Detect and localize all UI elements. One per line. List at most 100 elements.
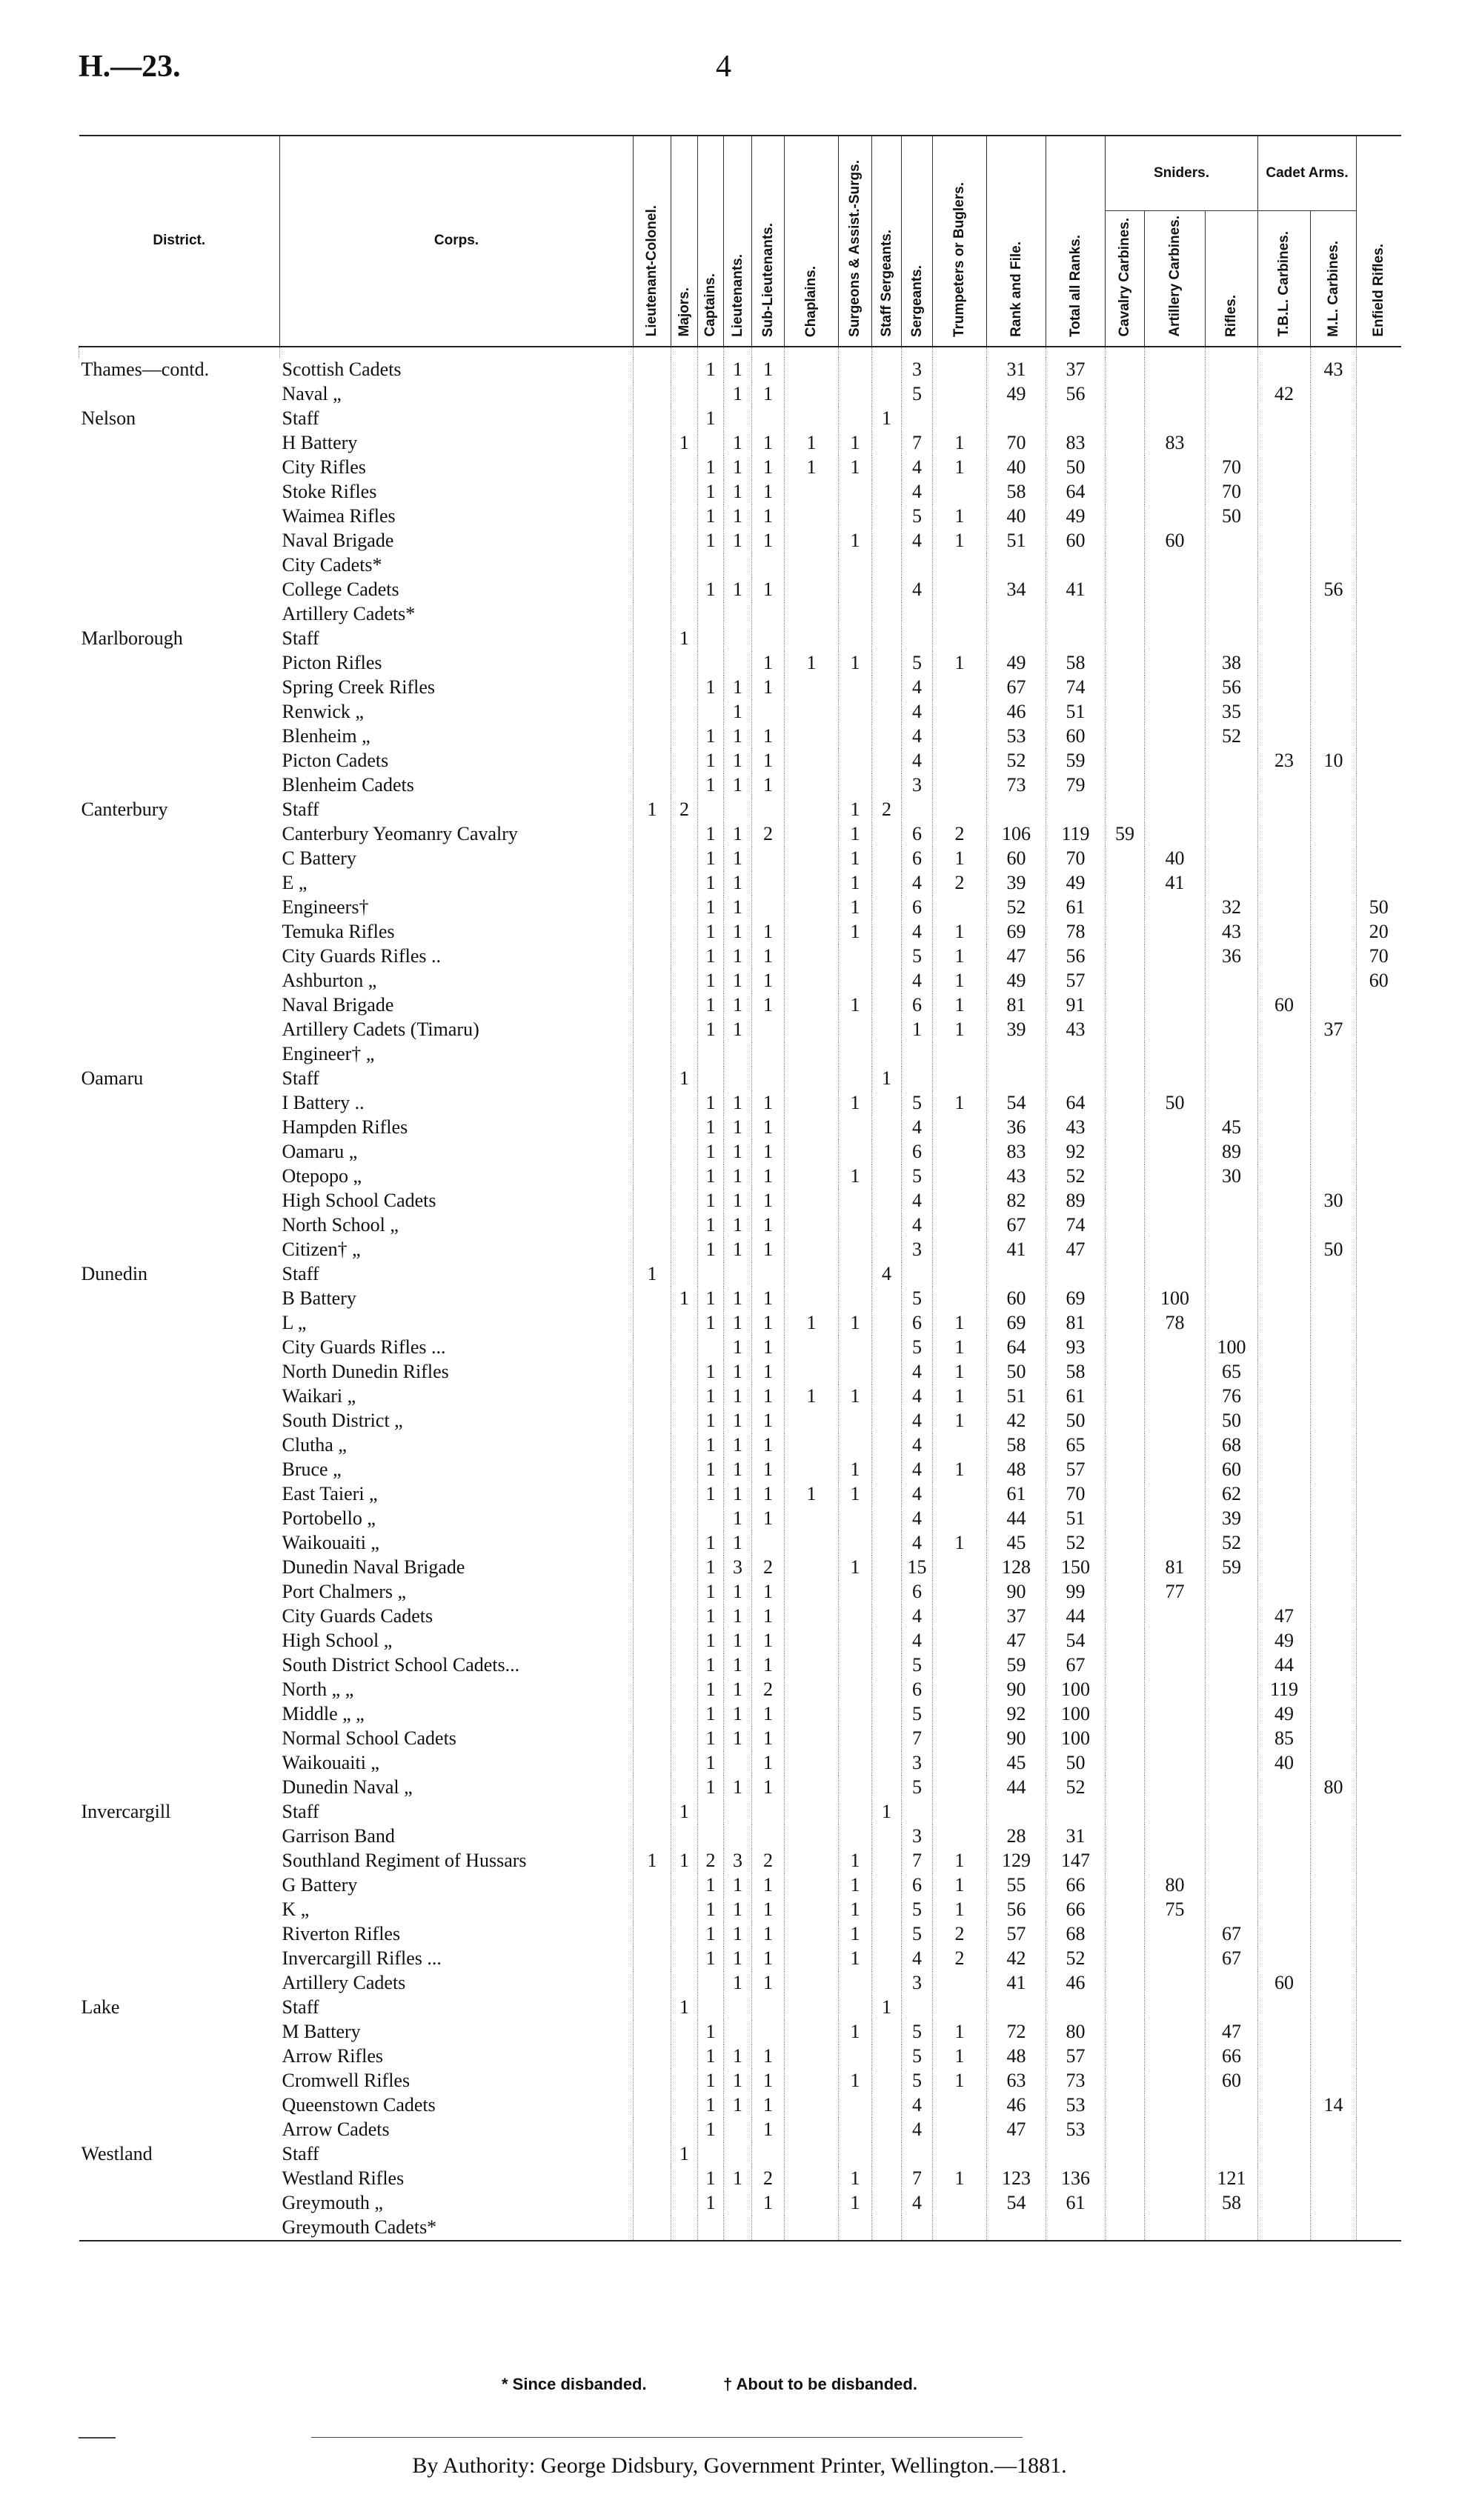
cell xyxy=(1257,968,1311,993)
spacer-cell xyxy=(1310,346,1357,358)
cell xyxy=(1257,1335,1311,1360)
district xyxy=(79,529,280,553)
cell: 1 xyxy=(838,993,872,1018)
cell xyxy=(1356,626,1401,651)
cell xyxy=(784,1188,839,1213)
cell xyxy=(1144,993,1206,1018)
cell xyxy=(1144,1139,1206,1164)
cell: 1 xyxy=(838,895,872,920)
cell xyxy=(1205,601,1258,627)
cell xyxy=(633,553,671,578)
cell: 49 xyxy=(986,968,1046,993)
cell: 50 xyxy=(1046,1408,1106,1433)
district xyxy=(79,1971,280,1996)
corps: Clutha „ xyxy=(282,1434,347,1456)
cell xyxy=(1356,1824,1401,1849)
cell: 1 xyxy=(751,1653,785,1678)
cell xyxy=(1105,797,1145,822)
cell xyxy=(1356,1506,1401,1531)
cell xyxy=(838,1213,872,1238)
cell xyxy=(838,1824,872,1849)
cell: 1 xyxy=(697,1677,724,1702)
district xyxy=(79,1458,280,1482)
cell: 2 xyxy=(751,1677,785,1702)
cell xyxy=(697,797,724,822)
cell xyxy=(671,1530,698,1556)
cell xyxy=(633,1530,671,1556)
cell xyxy=(838,1261,872,1287)
cell xyxy=(871,1017,902,1042)
cell xyxy=(1105,2190,1145,2216)
cell xyxy=(671,1555,698,1580)
cell: 1 xyxy=(697,1090,724,1116)
district xyxy=(79,602,280,627)
cell xyxy=(671,1090,698,1116)
cell xyxy=(1105,626,1145,651)
cell xyxy=(932,2093,987,2118)
cell xyxy=(633,1628,671,1653)
cell xyxy=(1144,1799,1206,1824)
cell xyxy=(871,1090,902,1116)
cell xyxy=(1144,1041,1206,1067)
cell: 136 xyxy=(1046,2166,1106,2191)
cell xyxy=(1144,1775,1206,1800)
cell xyxy=(1257,1359,1311,1384)
cell xyxy=(871,1506,902,1531)
cell xyxy=(784,357,839,382)
cell xyxy=(1257,2117,1311,2142)
cell xyxy=(784,1066,839,1091)
cell xyxy=(901,1799,933,1824)
cell: 58 xyxy=(1046,650,1106,676)
cell xyxy=(633,1188,671,1213)
cell: 56 xyxy=(1046,944,1106,969)
cell xyxy=(784,406,839,431)
cell: 1 xyxy=(723,1359,752,1384)
cell xyxy=(671,1604,698,1629)
cell xyxy=(671,870,698,896)
cell xyxy=(1257,1017,1311,1042)
cell: 50 xyxy=(986,1359,1046,1384)
cell xyxy=(1144,2093,1206,2118)
cell xyxy=(1105,1188,1145,1213)
cell: 50 xyxy=(1356,895,1401,920)
cell: 1 xyxy=(751,1090,785,1116)
cell xyxy=(1205,1213,1258,1238)
cell xyxy=(784,528,839,553)
district xyxy=(79,1947,280,1971)
cell xyxy=(1257,1188,1311,1213)
cell: 6 xyxy=(901,846,933,871)
cell: 1 xyxy=(723,1481,752,1507)
cell: 44 xyxy=(1046,1604,1106,1629)
cell xyxy=(871,1750,902,1776)
cell: 5 xyxy=(901,1090,933,1116)
cell: 75 xyxy=(1144,1897,1206,1922)
cell xyxy=(1105,1701,1145,1727)
cell xyxy=(1105,1359,1145,1384)
corps: North Dunedin Rifles xyxy=(282,1361,449,1383)
cell xyxy=(723,1041,752,1067)
cell xyxy=(723,2190,752,2216)
table-row: Artillery Cadets (Timaru) 1 1 1 1 39 43 37 xyxy=(79,1017,1401,1042)
cell xyxy=(1310,2166,1357,2191)
cell: 52 xyxy=(1205,724,1258,749)
cell xyxy=(1356,504,1401,529)
cell: 14 xyxy=(1310,2093,1357,2118)
cell xyxy=(1356,1041,1401,1067)
cell: 1 xyxy=(751,1506,785,1531)
cell: 1 xyxy=(697,577,724,602)
cell: 121 xyxy=(1205,2166,1258,2191)
cell xyxy=(1257,1506,1311,1531)
column-header: Captains. xyxy=(697,135,724,347)
cell xyxy=(1310,1115,1357,1140)
cell: 1 xyxy=(751,993,785,1018)
cell xyxy=(1144,455,1206,480)
cell xyxy=(784,773,839,798)
cell: 1 xyxy=(751,1286,785,1311)
corps: H Battery xyxy=(282,432,358,454)
cell: 89 xyxy=(1046,1188,1106,1213)
cell xyxy=(784,1335,839,1360)
cell: 1 xyxy=(723,1628,752,1653)
cell: 46 xyxy=(986,2093,1046,2118)
cell xyxy=(1144,626,1206,651)
table-row: City Guards Rifles .. 1 1 1 5 1 47 56 36 70 xyxy=(79,944,1401,969)
